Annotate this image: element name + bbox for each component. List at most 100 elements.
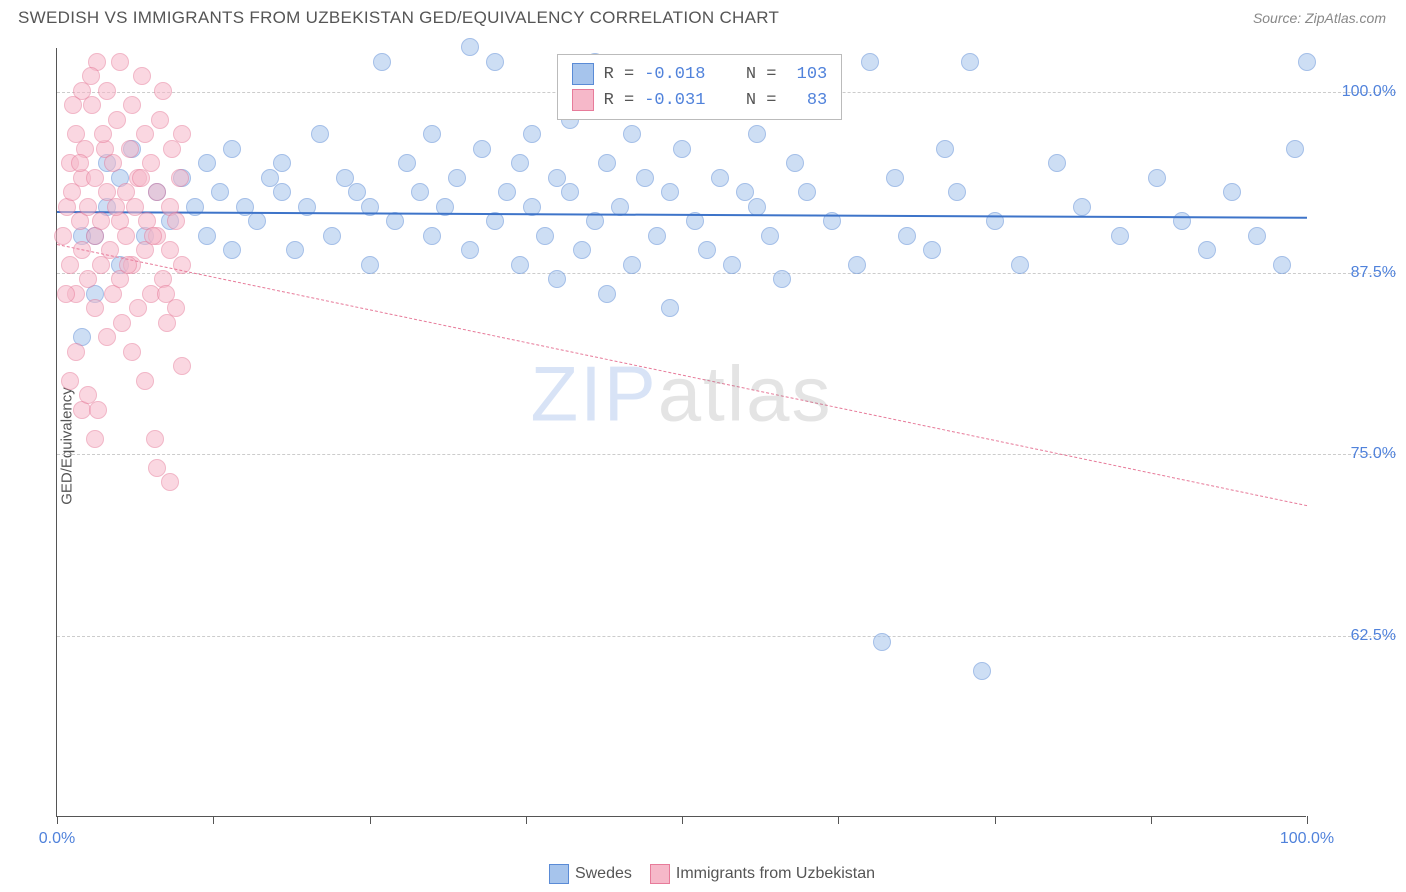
- data-point: [286, 241, 304, 259]
- data-point: [423, 227, 441, 245]
- data-point: [1248, 227, 1266, 245]
- source-label: Source: ZipAtlas.com: [1253, 10, 1386, 26]
- data-point: [117, 227, 135, 245]
- data-point: [146, 430, 164, 448]
- y-tick-label: 75.0%: [1316, 445, 1396, 463]
- y-tick-label: 100.0%: [1316, 83, 1396, 101]
- data-point: [273, 154, 291, 172]
- data-point: [211, 183, 229, 201]
- data-point: [61, 256, 79, 274]
- data-point: [948, 183, 966, 201]
- data-point: [79, 270, 97, 288]
- data-point: [113, 314, 131, 332]
- data-point: [157, 285, 175, 303]
- data-point: [323, 227, 341, 245]
- data-point: [373, 53, 391, 71]
- stats-legend-row: R = -0.031 N = 83: [572, 87, 828, 113]
- x-tick: [1307, 816, 1308, 824]
- data-point: [111, 53, 129, 71]
- data-point: [104, 154, 122, 172]
- data-point: [961, 53, 979, 71]
- data-point: [398, 154, 416, 172]
- data-point: [473, 140, 491, 158]
- data-point: [171, 169, 189, 187]
- data-point: [548, 270, 566, 288]
- data-point: [623, 125, 641, 143]
- data-point: [1073, 198, 1091, 216]
- r-value: -0.018: [644, 65, 705, 84]
- data-point: [61, 372, 79, 390]
- gridline: [57, 273, 1396, 274]
- data-point: [536, 227, 554, 245]
- r-value: -0.031: [644, 91, 705, 110]
- data-point: [154, 82, 172, 100]
- gridline: [57, 636, 1396, 637]
- data-point: [786, 154, 804, 172]
- r-label: R =: [604, 65, 635, 84]
- data-point: [386, 212, 404, 230]
- chart-title: SWEDISH VS IMMIGRANTS FROM UZBEKISTAN GE…: [18, 8, 779, 28]
- n-value: 83: [786, 91, 827, 110]
- data-point: [133, 67, 151, 85]
- x-tick: [57, 816, 58, 824]
- data-point: [1173, 212, 1191, 230]
- legend-swatch: [572, 89, 594, 111]
- data-point: [636, 169, 654, 187]
- data-point: [511, 154, 529, 172]
- data-point: [1048, 154, 1066, 172]
- data-point: [67, 343, 85, 361]
- data-point: [57, 285, 75, 303]
- x-tick: [838, 816, 839, 824]
- data-point: [861, 53, 879, 71]
- data-point: [1286, 140, 1304, 158]
- data-point: [136, 125, 154, 143]
- data-point: [86, 430, 104, 448]
- data-point: [92, 212, 110, 230]
- data-point: [448, 169, 466, 187]
- data-point: [973, 662, 991, 680]
- data-point: [661, 299, 679, 317]
- data-point: [121, 140, 139, 158]
- legend-label: Swedes: [575, 865, 632, 882]
- x-tick: [526, 816, 527, 824]
- x-tick-label: 100.0%: [1280, 830, 1334, 848]
- data-point: [898, 227, 916, 245]
- data-point: [108, 111, 126, 129]
- data-point: [873, 633, 891, 651]
- y-tick-label: 87.5%: [1316, 264, 1396, 282]
- regression-line: [57, 244, 1307, 506]
- data-point: [798, 183, 816, 201]
- data-point: [461, 38, 479, 56]
- data-point: [82, 67, 100, 85]
- x-tick: [370, 816, 371, 824]
- data-point: [311, 125, 329, 143]
- watermark-bold: ZIP: [530, 349, 657, 437]
- data-point: [107, 198, 125, 216]
- data-point: [1148, 169, 1166, 187]
- data-point: [761, 227, 779, 245]
- data-point: [886, 169, 904, 187]
- data-point: [498, 183, 516, 201]
- data-point: [923, 241, 941, 259]
- data-point: [773, 270, 791, 288]
- x-tick: [682, 816, 683, 824]
- series-legend: SwedesImmigrants from Uzbekistan: [0, 864, 1406, 884]
- data-point: [648, 227, 666, 245]
- data-point: [423, 125, 441, 143]
- data-point: [83, 96, 101, 114]
- data-point: [248, 212, 266, 230]
- x-tick-label: 0.0%: [39, 830, 75, 848]
- data-point: [223, 241, 241, 259]
- r-label: R =: [604, 91, 635, 110]
- data-point: [748, 125, 766, 143]
- legend-swatch: [572, 63, 594, 85]
- data-point: [486, 53, 504, 71]
- data-point: [1011, 256, 1029, 274]
- data-point: [1198, 241, 1216, 259]
- data-point: [1111, 227, 1129, 245]
- legend-swatch: [549, 864, 569, 884]
- n-value: 103: [786, 65, 827, 84]
- data-point: [144, 227, 162, 245]
- n-label: N =: [746, 65, 777, 84]
- data-point: [98, 328, 116, 346]
